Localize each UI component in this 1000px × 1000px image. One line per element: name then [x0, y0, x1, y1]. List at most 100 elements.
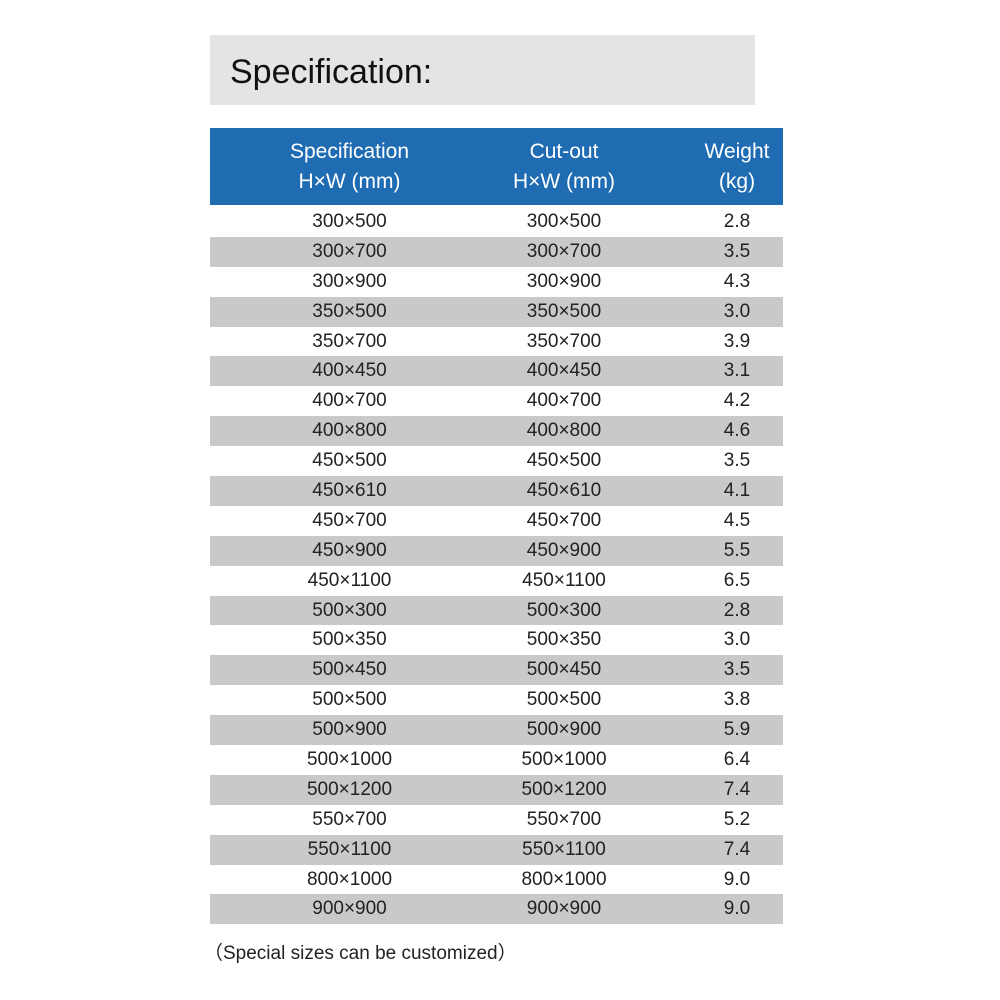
- table-cell: 550×1100: [307, 838, 392, 860]
- title-box: Specification:: [210, 35, 755, 105]
- table-row: 450×500 450×500 3.5: [210, 446, 783, 476]
- table-cell: 550×700: [312, 808, 387, 830]
- title: Specification:: [230, 53, 433, 91]
- table-cell: 500×1200: [306, 778, 393, 800]
- table-cell: 400×800: [312, 420, 387, 442]
- table-row: 350×500 350×500 3.0: [210, 296, 783, 327]
- header-line: Weight: [704, 139, 770, 163]
- table-cell: 400×450: [312, 360, 387, 382]
- table-row: 500×1200 500×1200 7.4: [210, 774, 783, 805]
- table-cell: 500×450: [312, 659, 387, 681]
- table-row: 550×700 550×700 5.2: [210, 805, 783, 835]
- table-cell: 900×900: [312, 898, 387, 920]
- table-cell: 400×800: [526, 420, 602, 442]
- header-line: Specification: [289, 139, 410, 163]
- table-cell: 7.4: [723, 778, 751, 800]
- table-cell: 800×1000: [306, 868, 393, 890]
- table-cell: 4.2: [723, 390, 751, 412]
- table-row: 500×450 500×450 3.5: [210, 655, 783, 686]
- table-cell: 500×350: [312, 629, 387, 651]
- table-cell: 5.2: [723, 808, 751, 830]
- column-header: Specification H×W (mm): [262, 128, 437, 205]
- table-cell: 4.5: [723, 509, 751, 531]
- table-cell: 450×700: [526, 509, 602, 531]
- table-cell: 450×500: [526, 450, 602, 472]
- table-row: 500×1000 500×1000 6.4: [210, 745, 783, 775]
- table-row: 450×610 450×610 4.1: [210, 476, 783, 506]
- table-cell: 9.0: [723, 868, 751, 890]
- table-cell: 350×500: [312, 300, 387, 322]
- header-line: Cut-out: [529, 139, 599, 163]
- table-cell: 450×500: [312, 450, 387, 472]
- table-row: 350×700 350×700 3.9: [210, 327, 783, 357]
- table-cell: 500×350: [526, 629, 602, 651]
- table-row: 500×500 500×500 3.8: [210, 685, 783, 715]
- table-cell: 400×450: [526, 360, 602, 382]
- table-row: 400×450 400×450 3.1: [210, 356, 783, 387]
- table-cell: 3.5: [723, 659, 751, 681]
- table-row: 550×1100 550×1100 7.4: [210, 834, 783, 865]
- table-cell: 3.5: [723, 450, 751, 472]
- table-cell: 450×900: [312, 539, 387, 561]
- table-row: 800×1000 800×1000 9.0: [210, 865, 783, 895]
- table-cell: 300×700: [526, 240, 602, 262]
- table-cell: 450×1100: [307, 569, 392, 591]
- table-cell: 450×610: [526, 479, 602, 501]
- table-row: 450×700 450×700 4.5: [210, 506, 783, 536]
- table-cell: 400×700: [312, 390, 387, 412]
- table-cell: 550×1100: [522, 838, 606, 860]
- table-cell: 2.8: [723, 599, 751, 621]
- table-row: 900×900 900×900 9.0: [210, 894, 783, 925]
- table-row: 500×900 500×900 5.9: [210, 715, 783, 746]
- table-cell: 400×700: [526, 390, 602, 412]
- table-cell: 3.0: [723, 629, 751, 651]
- table-cell: 500×500: [312, 689, 387, 711]
- table-cell: 500×900: [526, 719, 602, 741]
- table-cell: 450×610: [312, 479, 387, 501]
- header-line: H×W (mm): [512, 169, 616, 193]
- table-cell: 4.6: [723, 420, 751, 442]
- table-cell: 500×500: [526, 689, 602, 711]
- header-line: H×W (mm): [298, 169, 401, 193]
- table-cell: 300×900: [526, 270, 602, 292]
- table-row: 300×900 300×900 4.3: [210, 267, 783, 297]
- table-cell: 450×700: [312, 509, 387, 531]
- table-row: 450×1100 450×1100 6.5: [210, 566, 783, 596]
- table-row: 500×300 500×300 2.8: [210, 595, 783, 626]
- table-row: 450×900 450×900 5.5: [210, 535, 783, 566]
- table-cell: 800×1000: [521, 868, 607, 890]
- table-cell: 300×500: [312, 210, 387, 232]
- table-row: 400×700 400×700 4.2: [210, 386, 783, 416]
- table-row: 300×500 300×500 2.8: [210, 207, 783, 237]
- table-cell: 3.8: [723, 689, 751, 711]
- table-cell: 500×1000: [521, 748, 607, 770]
- pad: [210, 128, 262, 205]
- table-cell: 3.9: [723, 330, 751, 352]
- table-cell: 4.3: [723, 270, 751, 292]
- table-cell: 5.9: [723, 719, 751, 741]
- footnote: （Special sizes can be customized）: [204, 943, 517, 964]
- table-body: 300×500 300×500 2.8 300×700 300×700 3.5 300×90…: [210, 207, 783, 925]
- spec-table: Specification H×W (mm) Cut-out H×W (mm) Weig…: [210, 128, 783, 925]
- table-cell: 6.5: [723, 569, 751, 591]
- table-row: 500×350 500×350 3.0: [210, 625, 783, 655]
- table-row: 400×800 400×800 4.6: [210, 416, 783, 447]
- table-header: Specification H×W (mm) Cut-out H×W (mm) Weig…: [210, 128, 783, 205]
- table-cell: 500×300: [312, 599, 387, 621]
- table-cell: 5.5: [723, 539, 751, 561]
- table-cell: 3.0: [723, 300, 751, 322]
- column-header: Weight (kg): [691, 128, 783, 205]
- table-cell: 6.4: [723, 748, 751, 770]
- header-line: (kg): [718, 169, 756, 193]
- table-cell: 500×450: [526, 659, 602, 681]
- table-cell: 300×900: [312, 270, 387, 292]
- table-cell: 9.0: [723, 898, 751, 920]
- table-row: 300×700 300×700 3.5: [210, 236, 783, 267]
- table-cell: 7.4: [723, 838, 751, 860]
- table-cell: 300×500: [526, 210, 602, 232]
- table-cell: 500×300: [526, 599, 602, 621]
- table-cell: 4.1: [723, 479, 751, 501]
- table-cell: 350×500: [526, 300, 602, 322]
